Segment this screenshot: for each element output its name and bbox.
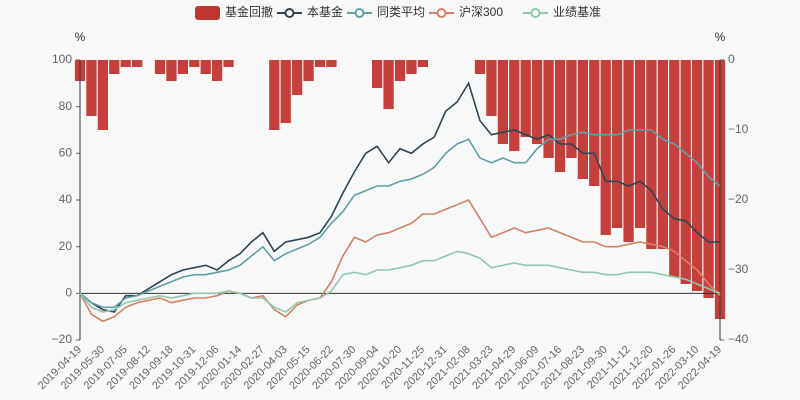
drawdown-bar	[86, 60, 97, 116]
legend-swatch-dot	[436, 8, 447, 18]
drawdown-bar	[532, 60, 543, 144]
y-tick-label: 20	[59, 239, 73, 253]
drawdown-bar	[657, 60, 668, 249]
y-tick-label: 100	[52, 52, 72, 66]
drawdown-bar	[314, 60, 326, 67]
drawdown-bar	[509, 60, 520, 151]
drawdown-bar	[109, 60, 120, 74]
drawdown-bar	[97, 60, 108, 130]
drawdown-bar	[577, 60, 588, 179]
drawdown-bar	[543, 60, 554, 158]
drawdown-bar	[372, 60, 383, 88]
y-tick-label: 0	[65, 286, 72, 300]
drawdown-bar	[120, 60, 131, 67]
drawdown-bar	[634, 60, 646, 228]
legend-swatch-dot	[530, 8, 541, 18]
drawdown-bar	[212, 60, 223, 81]
drawdown-bar	[589, 60, 600, 186]
series-line	[79, 199, 721, 323]
y-tick-label: −20	[52, 332, 73, 346]
drawdown-bar	[600, 60, 611, 235]
drawdown-bar	[703, 60, 714, 298]
drawdown-bar	[486, 60, 497, 116]
drawdown-bar	[680, 60, 691, 284]
legend-swatch-dot	[354, 8, 365, 18]
legend-label: 同类平均	[377, 5, 425, 19]
y-axis-unit: %	[75, 30, 86, 44]
drawdown-bar	[166, 60, 177, 81]
drawdown-bar	[132, 60, 143, 67]
drawdown-bar	[497, 60, 508, 144]
drawdown-bar	[692, 60, 703, 291]
series-line	[79, 129, 721, 309]
drawdown-bar	[189, 60, 200, 67]
drawdown-bar	[554, 60, 566, 172]
legend-label: 沪深300	[459, 5, 503, 19]
y2-axis-unit: %	[715, 30, 726, 44]
drawdown-bar	[566, 60, 577, 158]
legend-label: 基金回撤	[225, 4, 273, 19]
drawdown-bar	[177, 60, 188, 74]
drawdown-bar	[200, 60, 211, 74]
y2-tick-label: −40	[728, 332, 749, 346]
drawdown-bar	[269, 60, 280, 130]
drawdown-bar	[303, 60, 314, 81]
drawdown-bar	[394, 60, 406, 81]
drawdown-bar	[612, 60, 623, 228]
series-line	[79, 250, 721, 313]
y-tick-label: 40	[59, 192, 73, 206]
drawdown-bar	[520, 60, 531, 137]
drawdown-bar	[154, 60, 166, 74]
drawdown-bar	[326, 60, 337, 67]
drawdown-bar	[292, 60, 303, 95]
legend-swatch	[195, 6, 220, 20]
drawdown-bar	[223, 60, 234, 67]
y2-tick-label: −30	[728, 262, 749, 276]
drawdown-bar	[280, 60, 291, 123]
legend-label: 本基金	[307, 4, 343, 19]
y2-tick-label: −10	[728, 122, 749, 136]
drawdown-bar	[383, 60, 394, 109]
drawdown-bar	[417, 60, 428, 67]
y-tick-label: 80	[59, 99, 73, 113]
legend-swatch-dot	[284, 8, 295, 18]
y2-tick-label: 0	[728, 52, 735, 66]
drawdown-bar	[623, 60, 634, 242]
y2-tick-label: −20	[728, 192, 749, 206]
series-line	[79, 81, 720, 313]
drawdown-bar	[474, 60, 486, 74]
drawdown-bar	[646, 60, 657, 249]
drawdown-bar	[669, 60, 680, 277]
y-tick-label: 60	[59, 146, 73, 160]
legend-label: 业绩基准	[553, 5, 601, 19]
drawdown-bar	[406, 60, 417, 74]
